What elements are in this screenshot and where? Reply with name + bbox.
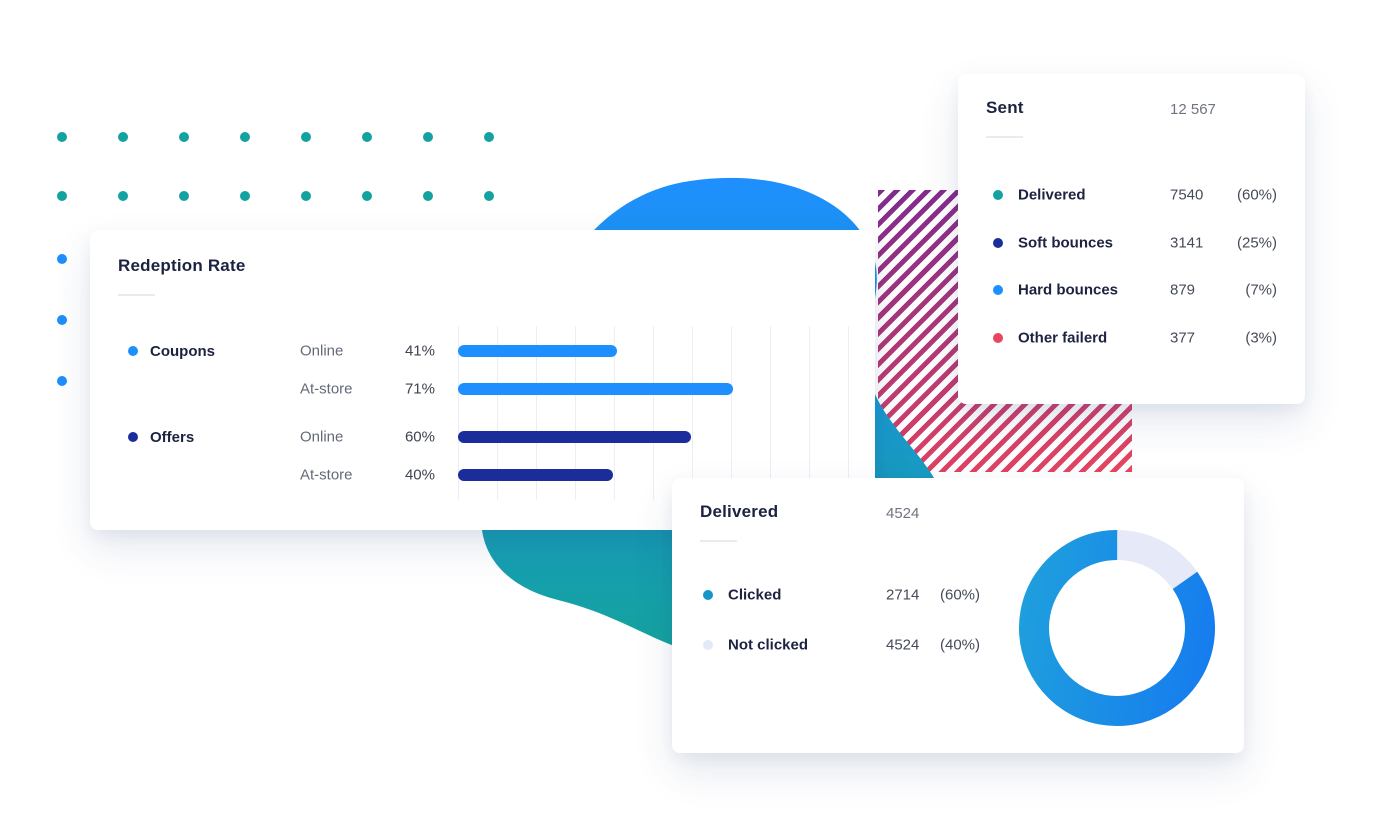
bar-row-coupons-online: Online 41%	[90, 339, 875, 363]
sent-card: Sent 12 567 Delivered 7540 (60%) Soft bo…	[958, 74, 1305, 404]
decor-dot	[484, 191, 494, 201]
redemption-card-title: Redeption Rate	[118, 256, 246, 275]
stat-row-other-failed: Other failerd 377 (3%)	[958, 326, 1305, 350]
decor-dot	[362, 191, 372, 201]
stat-value: 3141	[1170, 234, 1204, 252]
decor-dot	[423, 132, 433, 142]
decor-dot	[240, 191, 250, 201]
stat-label: Other failerd	[1018, 329, 1108, 347]
bar	[458, 345, 618, 357]
decor-dot	[179, 132, 189, 142]
decor-dot	[57, 254, 67, 264]
clicked-dot	[703, 590, 713, 600]
channel-label: At-store	[300, 466, 353, 484]
stat-row-delivered: Delivered 7540 (60%)	[958, 183, 1305, 207]
legend-label-coupons: Coupons	[150, 342, 215, 360]
stat-percent: (7%)	[1245, 281, 1277, 299]
delivered-dot	[993, 190, 1003, 200]
decor-dot	[57, 376, 67, 386]
bar	[458, 383, 734, 395]
legend-coupons: Coupons	[128, 339, 215, 363]
stat-value: 879	[1170, 281, 1196, 299]
value-label: 71%	[404, 380, 435, 398]
delivered-donut-chart	[1019, 530, 1215, 726]
bar-row-coupons-atstore: At-store 71%	[90, 377, 875, 401]
stat-label: Delivered	[1018, 186, 1086, 204]
sent-card-title: Sent	[986, 98, 1024, 117]
offers-dot	[128, 432, 138, 442]
title-underline	[986, 136, 1023, 138]
hard-bounces-dot	[993, 285, 1003, 295]
stat-label: Not clicked	[728, 636, 809, 654]
stat-row-soft-bounces: Soft bounces 3141 (25%)	[958, 231, 1305, 255]
decor-dot	[57, 191, 67, 201]
bar	[458, 431, 691, 443]
decor-dot	[362, 132, 372, 142]
legend-offers: Offers	[128, 425, 194, 449]
not-clicked-dot	[703, 640, 713, 650]
stat-row-hard-bounces: Hard bounces 879 (7%)	[958, 278, 1305, 302]
decor-dot	[57, 315, 67, 325]
channel-label: Online	[300, 342, 344, 360]
bar	[458, 469, 614, 481]
delivered-card: Delivered 4524 Clicked 2714 (60%) Not cl…	[672, 478, 1244, 753]
stat-percent: (60%)	[1236, 186, 1277, 204]
channel-label: Online	[300, 428, 344, 446]
title-underline	[118, 294, 155, 296]
value-label: 40%	[404, 466, 435, 484]
stat-percent: (3%)	[1245, 329, 1277, 347]
value-label: 41%	[404, 342, 435, 360]
coupons-dot	[128, 346, 138, 356]
stat-label: Hard bounces	[1018, 281, 1119, 299]
decor-dot	[118, 132, 128, 142]
donut-clicked-arc	[1019, 530, 1215, 726]
stat-label: Clicked	[728, 586, 782, 604]
decor-dot	[57, 132, 67, 142]
sent-total: 12 567	[1170, 101, 1216, 118]
bar-row-offers-online: Online 60%	[90, 425, 875, 449]
stat-value: 2714	[886, 586, 920, 604]
stat-label: Soft bounces	[1018, 234, 1114, 252]
value-label: 60%	[404, 428, 435, 446]
stat-value: 7540	[1170, 186, 1204, 204]
legend-label-offers: Offers	[150, 428, 195, 446]
channel-label: At-store	[300, 380, 353, 398]
decor-dot	[301, 191, 311, 201]
title-underline	[700, 540, 737, 542]
other-failed-dot	[993, 333, 1003, 343]
stat-percent: (60%)	[940, 586, 981, 604]
decor-dot	[301, 132, 311, 142]
soft-bounces-dot	[993, 238, 1003, 248]
delivered-card-title: Delivered	[700, 502, 779, 521]
decor-dot	[484, 132, 494, 142]
stat-value: 4524	[886, 636, 920, 654]
stat-value: 377	[1170, 329, 1196, 347]
decor-dot	[118, 191, 128, 201]
decor-dot	[423, 191, 433, 201]
delivered-total: 4524	[886, 505, 920, 522]
decor-dot	[240, 132, 250, 142]
stat-percent: (40%)	[940, 636, 981, 654]
stat-percent: (25%)	[1236, 234, 1277, 252]
decor-dot	[179, 191, 189, 201]
